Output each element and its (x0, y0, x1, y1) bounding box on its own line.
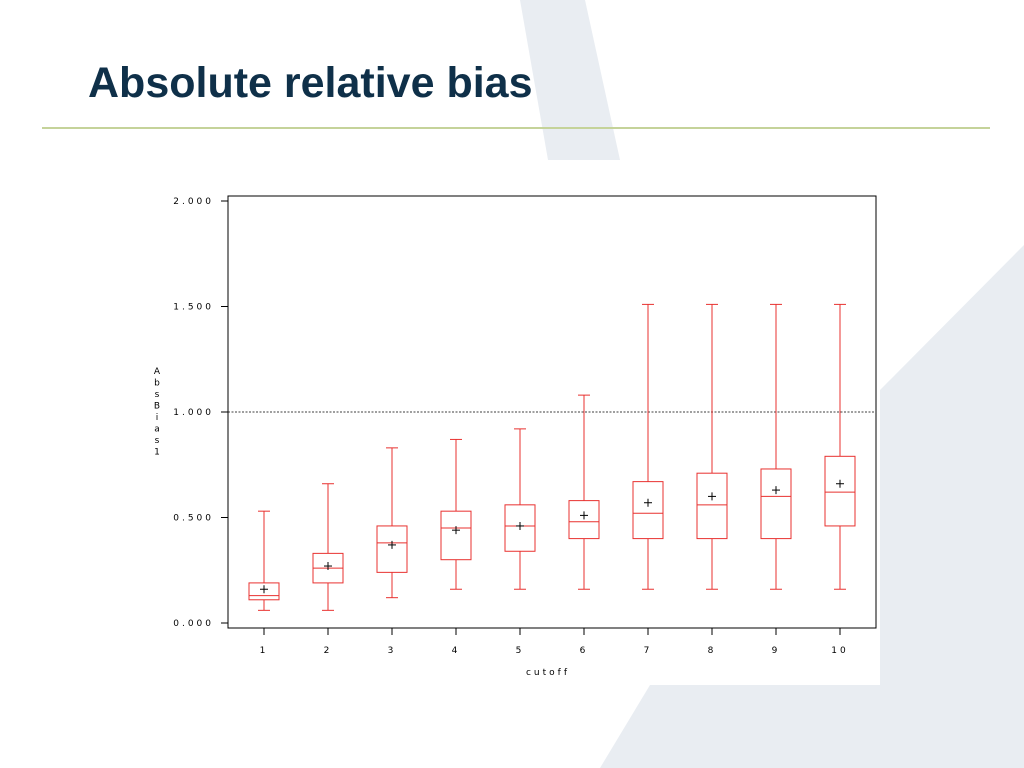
y-tick-label: 0.000 (173, 619, 214, 629)
box-1 (248, 510, 280, 611)
box-2 (312, 483, 344, 611)
x-tick-label: 1 (260, 646, 269, 656)
box-5 (504, 428, 536, 590)
background-stripe-top (520, 0, 620, 160)
box-7 (632, 303, 664, 590)
x-tick-label: 4 (452, 646, 461, 656)
box-iqr (248, 582, 280, 601)
x-tick-label: 3 (388, 646, 397, 656)
x-axis: 1 2 3 4 5 6 7 8 9 10 (260, 628, 848, 656)
y-axis-title-char: b (154, 379, 160, 389)
background-wedge-right (880, 245, 1024, 768)
y-axis-title-char: 1 (154, 448, 160, 458)
slide-title: Absolute relative bias (88, 59, 533, 107)
box-iqr (504, 504, 536, 552)
y-tick-label: 0.500 (173, 514, 214, 524)
y-axis: 0.000 0.500 1.000 1.500 2.000 (173, 197, 228, 629)
box-iqr (824, 455, 856, 527)
y-axis-title-char: a (154, 425, 160, 435)
box-8 (696, 303, 728, 590)
box-6 (568, 394, 600, 590)
y-axis-title-char: B (154, 402, 160, 412)
x-tick-label: 8 (708, 646, 717, 656)
background-wedge-bottom (600, 685, 880, 768)
box-iqr (568, 500, 600, 540)
box-series (248, 303, 856, 611)
box-9 (760, 303, 792, 590)
x-tick-label: 9 (772, 646, 781, 656)
box-iqr (760, 468, 792, 540)
title-divider (42, 127, 990, 129)
box-iqr (440, 510, 472, 561)
y-axis-title-char: s (155, 436, 160, 446)
box-4 (440, 438, 472, 590)
y-tick-label: 2.000 (173, 197, 214, 207)
box-10 (824, 303, 856, 590)
y-tick-label: 1.500 (173, 303, 214, 313)
x-tick-label: 5 (516, 646, 525, 656)
box-iqr (376, 525, 408, 573)
x-axis-title: cutoff (526, 668, 570, 678)
x-tick-label: 7 (644, 646, 653, 656)
x-tick-label: 2 (324, 646, 333, 656)
y-tick-label: 1.000 (173, 408, 214, 418)
y-axis-title-char: A (154, 367, 161, 377)
box-iqr (632, 481, 664, 540)
x-tick-label: 6 (580, 646, 589, 656)
y-axis-title-char: s (155, 390, 160, 400)
box-3 (376, 447, 408, 599)
x-tick-label: 10 (831, 646, 848, 656)
box-iqr (696, 472, 728, 540)
y-axis-title-char: i (156, 413, 159, 423)
